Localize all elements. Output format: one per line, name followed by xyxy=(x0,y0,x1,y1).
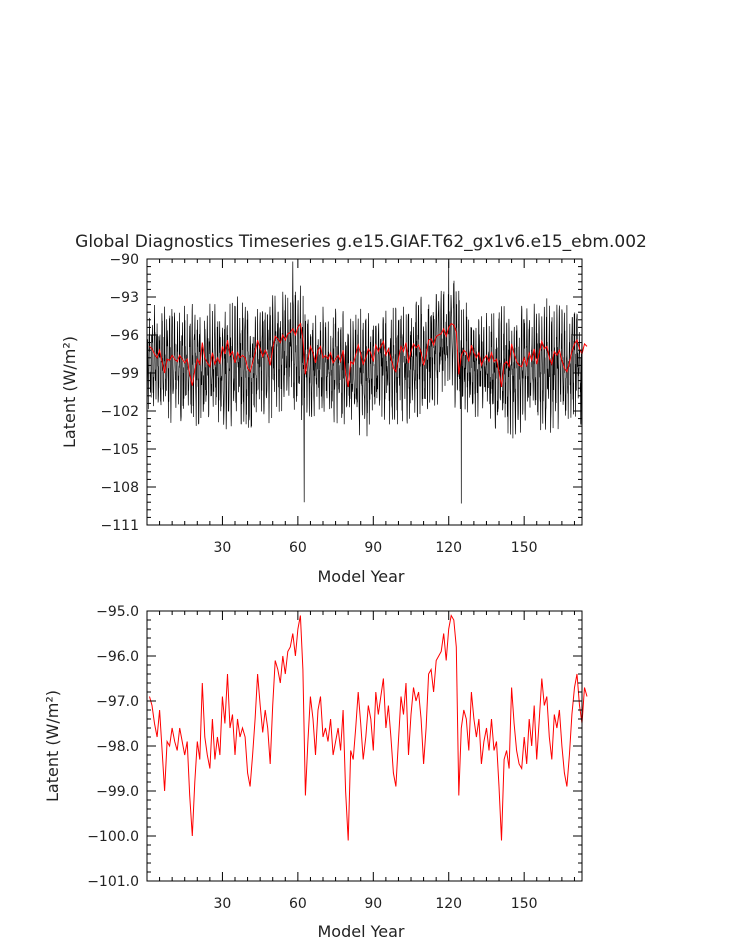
top-x-tick-label: 120 xyxy=(435,540,462,556)
top-x-axis-title: Model Year xyxy=(318,567,405,586)
bottom-y-tick-label: −96.0 xyxy=(96,649,139,665)
bottom-series-group xyxy=(149,614,588,841)
top-x-tick-label: 30 xyxy=(214,540,232,556)
top-y-tick-label: −111 xyxy=(101,518,139,534)
bottom-x-axis-title: Model Year xyxy=(318,922,405,941)
bottom-annual-line xyxy=(149,614,588,841)
bottom-y-tick-label: −95.0 xyxy=(96,604,139,620)
bottom-y-tick-label: −98.0 xyxy=(96,739,139,755)
top-y-tick-label: −105 xyxy=(101,442,139,458)
top-y-tick-label: −108 xyxy=(101,480,139,496)
bottom-y-tick-label: −100.0 xyxy=(87,829,139,845)
top-y-axis-title: Latent (W/m²) xyxy=(60,336,79,448)
bottom-panel: 30 60 90 120 150 −101.0 −100.0 −99.0 −98.0 −97.0 −… xyxy=(43,604,588,941)
bottom-y-tick-label: −101.0 xyxy=(87,874,139,890)
top-annual-line xyxy=(149,322,588,387)
top-panel: 30 60 90 120 150 −111 −108 −105 −102 −99 −96 −93 −90… xyxy=(60,252,588,586)
top-y-tick-label: −102 xyxy=(101,404,139,420)
top-y-tick-label: −93 xyxy=(109,290,139,306)
top-x-tick-label: 60 xyxy=(289,540,307,556)
bottom-plot-frame xyxy=(146,610,583,882)
top-plot-frame xyxy=(146,258,583,526)
bottom-x-tick-label: 120 xyxy=(435,896,462,912)
bottom-x-tick-label: 60 xyxy=(289,896,307,912)
top-ticks-group: 30 60 90 120 150 −111 −108 −105 −102 −99 −96 −93 −90 xyxy=(101,252,582,556)
bottom-y-tick-label: −99.0 xyxy=(96,784,139,800)
top-x-tick-label: 90 xyxy=(364,540,382,556)
bottom-y-axis-title: Latent (W/m²) xyxy=(43,690,62,802)
bottom-y-tick-label: −97.0 xyxy=(96,694,139,710)
top-y-tick-label: −96 xyxy=(109,328,139,344)
top-monthly-line xyxy=(146,261,583,504)
chart-title: Global Diagnostics Timeseries g.e15.GIAF… xyxy=(75,232,647,252)
bottom-ticks-group: 30 60 90 120 150 −101.0 −100.0 −99.0 −98.0 −97.0 −… xyxy=(87,604,582,912)
top-series-group xyxy=(146,261,588,504)
bottom-x-tick-label: 90 xyxy=(364,896,382,912)
top-x-tick-label: 150 xyxy=(511,540,538,556)
bottom-x-tick-label: 30 xyxy=(214,896,232,912)
bottom-x-tick-label: 150 xyxy=(511,896,538,912)
top-y-tick-label: −90 xyxy=(109,252,139,268)
top-y-tick-label: −99 xyxy=(109,366,139,382)
